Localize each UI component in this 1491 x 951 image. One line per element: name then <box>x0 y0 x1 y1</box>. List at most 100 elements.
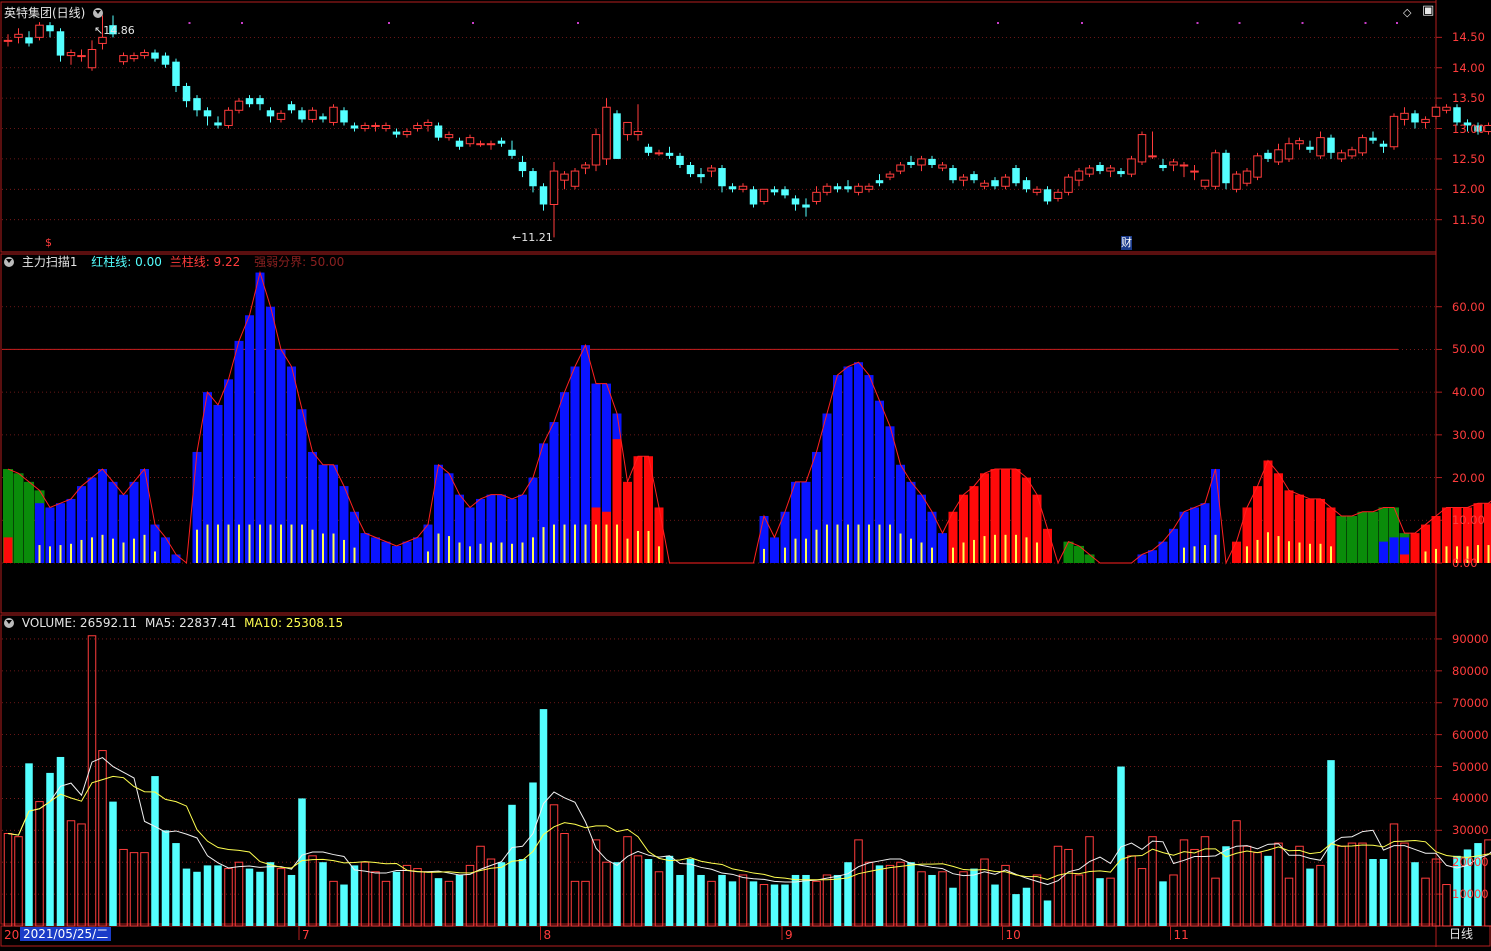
volume-bar <box>214 865 222 926</box>
blue-bar <box>801 481 811 563</box>
ma5-line <box>7 757 1491 886</box>
indicator-panel-header[interactable]: 主力扫描1 红柱线: 0.00 兰柱线: 9.22 强弱分界: 50.00 <box>4 255 344 269</box>
candle-body <box>1148 155 1157 158</box>
blue-bar <box>1137 554 1147 563</box>
price-tick-label: 11.50 <box>1452 212 1485 227</box>
candle-body <box>1001 176 1010 187</box>
blue-bar <box>171 554 181 563</box>
yellow-strength-bar <box>584 524 587 563</box>
candle-body <box>1327 137 1335 153</box>
blue-bar <box>581 345 590 563</box>
volume-bar <box>770 884 779 926</box>
red-bar <box>633 456 643 563</box>
blue-bar <box>465 507 475 563</box>
volume-bar <box>298 798 306 926</box>
volume-bar <box>308 855 317 927</box>
candle-body <box>1474 125 1482 132</box>
green-bar <box>1368 511 1378 563</box>
red-bar <box>1431 516 1441 563</box>
volume-bar <box>907 862 915 926</box>
volume-bar <box>718 874 726 926</box>
volume-bar <box>109 801 117 926</box>
candle-body <box>256 98 264 105</box>
yellow-strength-bar <box>952 547 954 563</box>
collapse-circle-icon[interactable] <box>4 257 14 267</box>
yellow-strength-bar <box>1445 546 1448 563</box>
price-panel-header[interactable]: 英特集团(日线) <box>4 6 107 20</box>
yellow-strength-bar <box>259 524 261 563</box>
volume-bar <box>1085 836 1094 927</box>
yellow-strength-bar <box>269 524 272 563</box>
volume-bar <box>1137 868 1147 927</box>
candle-body <box>728 186 737 190</box>
green-bar <box>24 481 34 563</box>
yellow-strength-bar <box>1004 534 1007 563</box>
volume-bar <box>1306 868 1314 926</box>
ma10-value: MA10: 25308.15 <box>244 616 344 630</box>
candle-body <box>613 113 621 159</box>
volume-bar <box>791 874 800 926</box>
volume-panel-header[interactable]: VOLUME: 26592.11 MA5: 22837.41 MA10: 253… <box>4 616 343 630</box>
candle-body <box>1284 143 1294 160</box>
candle-body <box>1421 118 1430 123</box>
volume-bar <box>35 801 44 927</box>
blue-bar <box>885 426 895 563</box>
yellow-strength-bar <box>521 542 524 563</box>
candle-body <box>444 134 454 139</box>
volume-bar <box>822 874 832 927</box>
yellow-strength-bar <box>332 533 335 563</box>
candle-body <box>287 104 296 111</box>
candle-body <box>224 109 233 126</box>
blue-bar <box>549 422 559 563</box>
green-bar <box>1063 541 1074 563</box>
yellow-strength-bar <box>1277 536 1280 563</box>
blue-bar <box>129 481 139 563</box>
indicator-name: 主力扫描1 <box>21 255 78 269</box>
red-bar <box>1253 486 1262 563</box>
month-tick-label: 10 <box>1005 928 1021 942</box>
candle-body <box>1242 170 1252 184</box>
event-dot <box>241 22 243 24</box>
blue-bar <box>528 477 538 563</box>
yellow-strength-bar <box>206 524 209 563</box>
volume-bar <box>1190 848 1199 927</box>
candle-body <box>560 173 569 181</box>
month-tick-label: 8 <box>543 928 552 942</box>
blue-bar <box>927 511 937 563</box>
candle-body <box>529 171 537 187</box>
volume-bar <box>172 843 180 926</box>
volume-bar <box>749 881 758 926</box>
red-bar <box>969 486 979 563</box>
blue-bar <box>413 537 422 563</box>
candle-body <box>1137 134 1147 163</box>
candle-body <box>14 33 23 38</box>
yellow-strength-bar <box>1036 542 1038 563</box>
candle-body <box>423 121 433 126</box>
yellow-strength-bar <box>658 546 660 563</box>
candle-body <box>392 131 401 135</box>
candle-body <box>991 180 999 187</box>
candle-body <box>1096 164 1104 172</box>
dividend-marker[interactable]: $ <box>45 236 52 249</box>
collapse-circle-icon[interactable] <box>93 8 104 18</box>
candle-body <box>738 185 748 190</box>
blue-bar <box>45 507 55 563</box>
volume-bar <box>802 874 810 926</box>
blue-bar <box>350 511 359 563</box>
candle-body <box>1274 149 1283 163</box>
candle-body <box>1032 188 1042 193</box>
window-button-icon[interactable]: ▣ <box>1422 3 1435 18</box>
candle-body <box>822 185 832 193</box>
period-label[interactable]: 日线 <box>1449 927 1474 941</box>
collapse-circle-icon[interactable] <box>4 618 14 628</box>
volume-bar <box>497 862 506 926</box>
blue-bar <box>560 392 569 563</box>
red-bar <box>980 473 989 563</box>
candle-body <box>759 188 769 202</box>
finance-marker[interactable]: 财 <box>1121 236 1132 250</box>
volume-bar <box>423 871 433 927</box>
diamond-icon[interactable]: ◇ <box>1403 6 1412 19</box>
volume-bar <box>1484 839 1491 927</box>
blue-bar <box>875 400 884 563</box>
blue-bar <box>245 315 254 563</box>
